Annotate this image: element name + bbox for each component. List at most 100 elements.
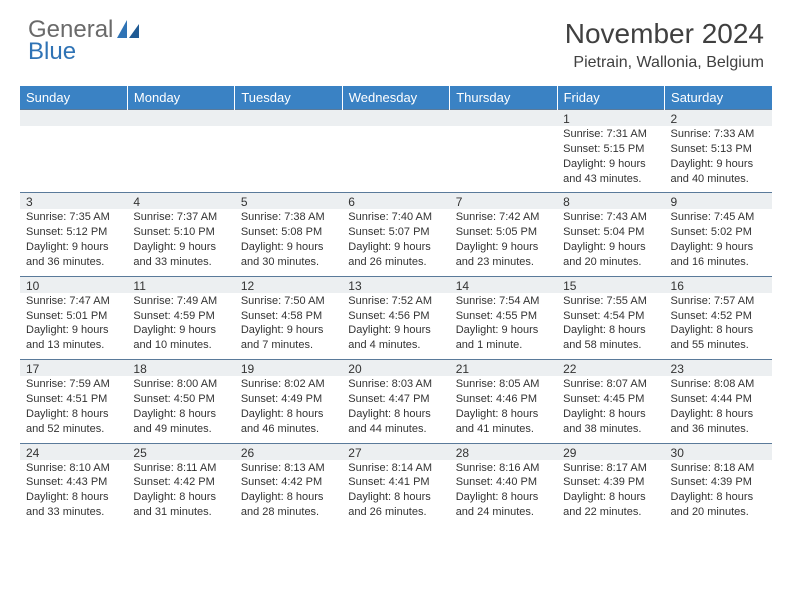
day-number-cell: 4 (127, 193, 234, 210)
month-title: November 2024 (565, 18, 764, 50)
day-number-cell: 20 (342, 360, 449, 377)
daylight-text: Daylight: 8 hours and 41 minutes. (456, 407, 551, 437)
day-number-row: 12 (20, 110, 772, 127)
day-detail-cell: Sunrise: 7:47 AMSunset: 5:01 PMDaylight:… (20, 293, 127, 360)
day-detail-cell: Sunrise: 8:03 AMSunset: 4:47 PMDaylight:… (342, 376, 449, 443)
sunset-text: Sunset: 4:56 PM (348, 309, 443, 324)
day-number-cell: 29 (557, 443, 664, 460)
day-detail-cell: Sunrise: 7:33 AMSunset: 5:13 PMDaylight:… (665, 126, 772, 193)
day-detail-cell: Sunrise: 8:07 AMSunset: 4:45 PMDaylight:… (557, 376, 664, 443)
day-detail-cell: Sunrise: 7:45 AMSunset: 5:02 PMDaylight:… (665, 209, 772, 276)
daylight-text: Daylight: 8 hours and 55 minutes. (671, 323, 766, 353)
day-number-cell: 1 (557, 110, 664, 127)
daylight-text: Daylight: 9 hours and 30 minutes. (241, 240, 336, 270)
daylight-text: Daylight: 9 hours and 23 minutes. (456, 240, 551, 270)
day-detail-cell: Sunrise: 8:16 AMSunset: 4:40 PMDaylight:… (450, 460, 557, 526)
day-number-cell: 7 (450, 193, 557, 210)
day-number-cell: 13 (342, 276, 449, 293)
sunrise-text: Sunrise: 7:57 AM (671, 294, 766, 309)
day-number-row: 24252627282930 (20, 443, 772, 460)
sunrise-text: Sunrise: 7:31 AM (563, 127, 658, 142)
day-detail-cell: Sunrise: 7:50 AMSunset: 4:58 PMDaylight:… (235, 293, 342, 360)
sunrise-text: Sunrise: 7:59 AM (26, 377, 121, 392)
day-number-cell: 15 (557, 276, 664, 293)
sunrise-text: Sunrise: 7:52 AM (348, 294, 443, 309)
sunset-text: Sunset: 4:44 PM (671, 392, 766, 407)
sunset-text: Sunset: 5:02 PM (671, 225, 766, 240)
daylight-text: Daylight: 9 hours and 40 minutes. (671, 157, 766, 187)
day-detail-cell: Sunrise: 7:40 AMSunset: 5:07 PMDaylight:… (342, 209, 449, 276)
weekday-header: Monday (127, 86, 234, 110)
daylight-text: Daylight: 8 hours and 49 minutes. (133, 407, 228, 437)
sunrise-text: Sunrise: 8:11 AM (133, 461, 228, 476)
sunrise-text: Sunrise: 8:16 AM (456, 461, 551, 476)
day-detail-cell: Sunrise: 8:02 AMSunset: 4:49 PMDaylight:… (235, 376, 342, 443)
day-detail-cell: Sunrise: 7:55 AMSunset: 4:54 PMDaylight:… (557, 293, 664, 360)
sunset-text: Sunset: 4:45 PM (563, 392, 658, 407)
day-detail-cell (20, 126, 127, 193)
day-number-cell (20, 110, 127, 127)
day-detail-cell: Sunrise: 8:08 AMSunset: 4:44 PMDaylight:… (665, 376, 772, 443)
sunrise-text: Sunrise: 8:00 AM (133, 377, 228, 392)
weekday-header: Wednesday (342, 86, 449, 110)
location: Pietrain, Wallonia, Belgium (565, 54, 764, 72)
sunset-text: Sunset: 5:01 PM (26, 309, 121, 324)
day-number-cell: 23 (665, 360, 772, 377)
daylight-text: Daylight: 8 hours and 22 minutes. (563, 490, 658, 520)
daylight-text: Daylight: 9 hours and 43 minutes. (563, 157, 658, 187)
sunset-text: Sunset: 4:58 PM (241, 309, 336, 324)
day-number-cell: 24 (20, 443, 127, 460)
daylight-text: Daylight: 9 hours and 20 minutes. (563, 240, 658, 270)
day-detail-cell: Sunrise: 8:00 AMSunset: 4:50 PMDaylight:… (127, 376, 234, 443)
day-detail-cell: Sunrise: 8:18 AMSunset: 4:39 PMDaylight:… (665, 460, 772, 526)
daylight-text: Daylight: 8 hours and 20 minutes. (671, 490, 766, 520)
weekday-header: Friday (557, 86, 664, 110)
day-number-cell: 17 (20, 360, 127, 377)
day-detail-cell (450, 126, 557, 193)
sunset-text: Sunset: 5:07 PM (348, 225, 443, 240)
daylight-text: Daylight: 9 hours and 7 minutes. (241, 323, 336, 353)
sunset-text: Sunset: 5:15 PM (563, 142, 658, 157)
daylight-text: Daylight: 8 hours and 26 minutes. (348, 490, 443, 520)
day-detail-row: Sunrise: 8:10 AMSunset: 4:43 PMDaylight:… (20, 460, 772, 526)
daylight-text: Daylight: 8 hours and 28 minutes. (241, 490, 336, 520)
day-detail-cell: Sunrise: 7:35 AMSunset: 5:12 PMDaylight:… (20, 209, 127, 276)
daylight-text: Daylight: 9 hours and 16 minutes. (671, 240, 766, 270)
sunset-text: Sunset: 4:39 PM (671, 475, 766, 490)
sunset-text: Sunset: 4:49 PM (241, 392, 336, 407)
day-number-row: 3456789 (20, 193, 772, 210)
daylight-text: Daylight: 9 hours and 33 minutes. (133, 240, 228, 270)
daylight-text: Daylight: 9 hours and 36 minutes. (26, 240, 121, 270)
day-detail-cell: Sunrise: 7:42 AMSunset: 5:05 PMDaylight:… (450, 209, 557, 276)
sunrise-text: Sunrise: 7:45 AM (671, 210, 766, 225)
title-block: November 2024 Pietrain, Wallonia, Belgiu… (565, 18, 764, 72)
sunrise-text: Sunrise: 7:55 AM (563, 294, 658, 309)
day-number-row: 10111213141516 (20, 276, 772, 293)
day-number-cell: 30 (665, 443, 772, 460)
sunrise-text: Sunrise: 7:35 AM (26, 210, 121, 225)
day-detail-cell (235, 126, 342, 193)
day-number-cell: 19 (235, 360, 342, 377)
sunset-text: Sunset: 5:13 PM (671, 142, 766, 157)
day-number-cell: 2 (665, 110, 772, 127)
logo-text: General Blue (28, 18, 113, 64)
daylight-text: Daylight: 8 hours and 24 minutes. (456, 490, 551, 520)
day-number-cell (127, 110, 234, 127)
sunrise-text: Sunrise: 7:43 AM (563, 210, 658, 225)
day-detail-cell: Sunrise: 7:38 AMSunset: 5:08 PMDaylight:… (235, 209, 342, 276)
day-number-cell: 16 (665, 276, 772, 293)
day-number-cell: 22 (557, 360, 664, 377)
sunset-text: Sunset: 4:42 PM (241, 475, 336, 490)
daylight-text: Daylight: 9 hours and 13 minutes. (26, 323, 121, 353)
weekday-header: Thursday (450, 86, 557, 110)
sunrise-text: Sunrise: 7:40 AM (348, 210, 443, 225)
day-number-cell: 3 (20, 193, 127, 210)
day-number-cell: 5 (235, 193, 342, 210)
day-detail-cell (342, 126, 449, 193)
day-number-cell: 12 (235, 276, 342, 293)
sunset-text: Sunset: 4:42 PM (133, 475, 228, 490)
daylight-text: Daylight: 9 hours and 26 minutes. (348, 240, 443, 270)
weekday-header-row: Sunday Monday Tuesday Wednesday Thursday… (20, 86, 772, 110)
day-detail-cell: Sunrise: 7:54 AMSunset: 4:55 PMDaylight:… (450, 293, 557, 360)
sunrise-text: Sunrise: 8:17 AM (563, 461, 658, 476)
